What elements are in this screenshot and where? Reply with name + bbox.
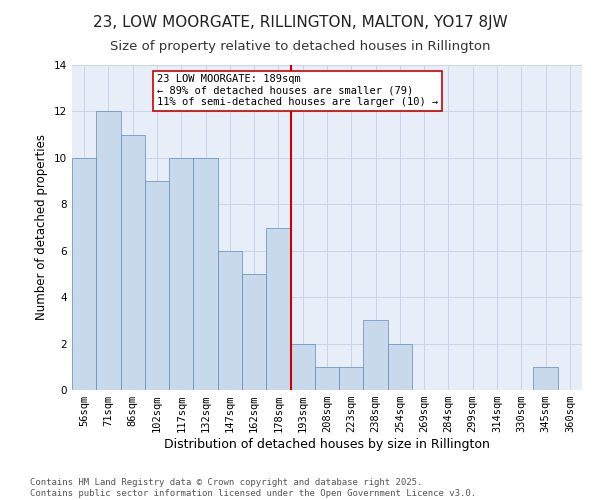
- Bar: [388, 344, 412, 390]
- Text: Size of property relative to detached houses in Rillington: Size of property relative to detached ho…: [110, 40, 490, 53]
- Bar: [315, 367, 339, 390]
- Bar: [364, 320, 388, 390]
- X-axis label: Distribution of detached houses by size in Rillington: Distribution of detached houses by size …: [164, 438, 490, 451]
- Bar: [533, 367, 558, 390]
- Bar: [121, 134, 145, 390]
- Bar: [266, 228, 290, 390]
- Bar: [218, 250, 242, 390]
- Bar: [290, 344, 315, 390]
- Bar: [242, 274, 266, 390]
- Text: Contains HM Land Registry data © Crown copyright and database right 2025.
Contai: Contains HM Land Registry data © Crown c…: [30, 478, 476, 498]
- Bar: [72, 158, 96, 390]
- Bar: [145, 181, 169, 390]
- Bar: [339, 367, 364, 390]
- Text: 23, LOW MOORGATE, RILLINGTON, MALTON, YO17 8JW: 23, LOW MOORGATE, RILLINGTON, MALTON, YO…: [92, 15, 508, 30]
- Text: 23 LOW MOORGATE: 189sqm
← 89% of detached houses are smaller (79)
11% of semi-de: 23 LOW MOORGATE: 189sqm ← 89% of detache…: [157, 74, 438, 108]
- Y-axis label: Number of detached properties: Number of detached properties: [35, 134, 49, 320]
- Bar: [96, 112, 121, 390]
- Bar: [169, 158, 193, 390]
- Bar: [193, 158, 218, 390]
